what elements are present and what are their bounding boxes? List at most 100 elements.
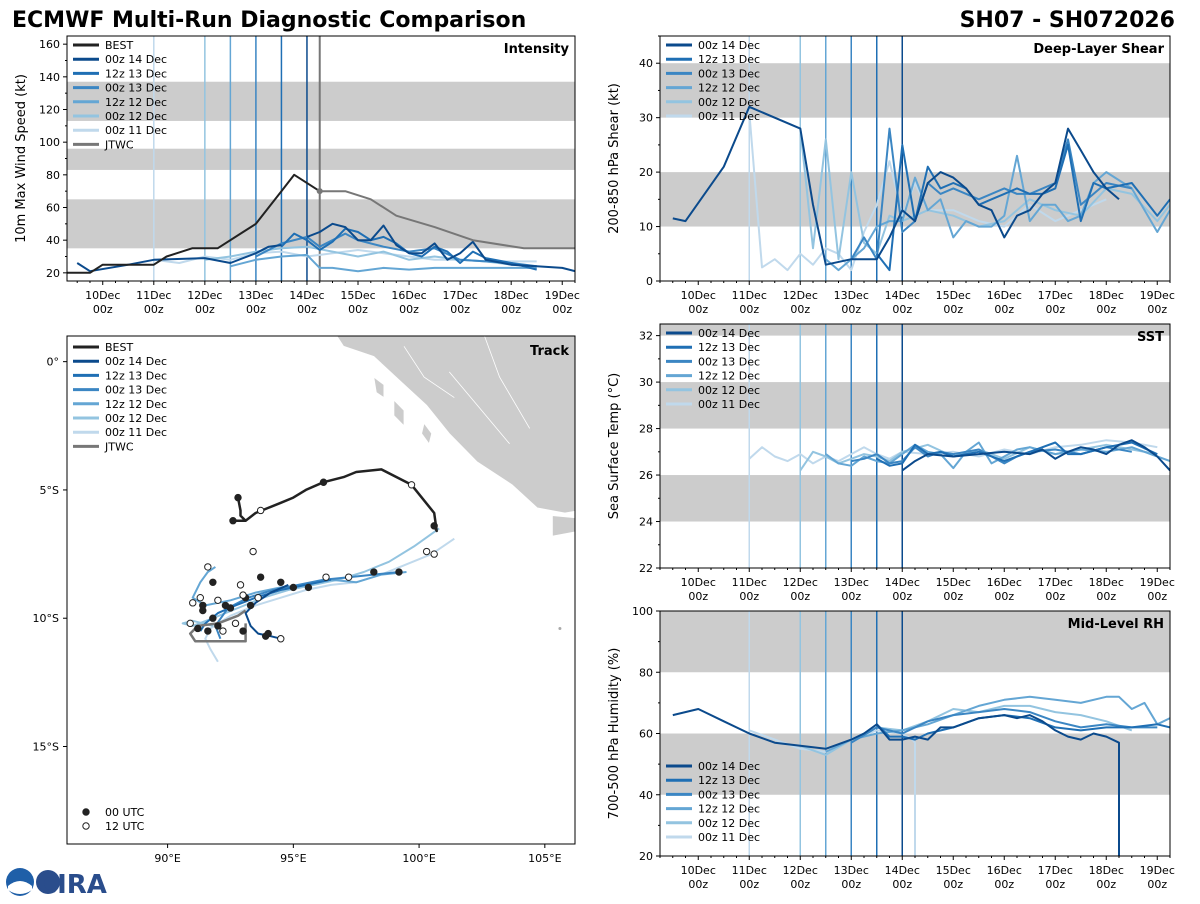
- x-tick-label: 18Dec: [1089, 576, 1124, 589]
- jtwc-start-marker: [316, 188, 323, 195]
- y-axis-label: Sea Surface Temp (°C): [607, 373, 622, 520]
- x-tick-label: 13Dec: [238, 289, 273, 302]
- legend-label: 00z 14 Dec: [698, 39, 760, 52]
- land-polygon: [393, 399, 405, 427]
- marker-12utc: [430, 550, 438, 558]
- legend-label: 00z 14 Dec: [698, 760, 760, 773]
- x-tick-label: 10Dec: [681, 864, 716, 877]
- x-tick-label: 00z: [943, 303, 963, 316]
- marker-legend-symbol: [82, 822, 90, 830]
- marker-12utc: [236, 581, 245, 589]
- x-tick-label: 11Dec: [732, 864, 767, 877]
- noaa-wave-icon: [8, 881, 32, 894]
- plot-area: [660, 611, 1170, 856]
- legend-label: JTWC: [104, 440, 134, 453]
- x-tick-label: 00z: [739, 878, 759, 891]
- x-tick-label: 00z: [841, 590, 861, 603]
- legend-label: 00z 11 Dec: [698, 398, 760, 411]
- x-tick-label: 00z: [348, 303, 368, 316]
- x-tick-label: 12Dec: [783, 576, 818, 589]
- legend-label: 00z 12 Dec: [698, 384, 760, 397]
- marker-12utc: [219, 627, 227, 635]
- x-tick-label: 14Dec: [289, 289, 324, 302]
- marker-12utc: [186, 619, 194, 628]
- x-tick-label: 11Dec: [732, 289, 767, 302]
- y-tick-label: 0: [646, 275, 653, 288]
- series-line: [230, 253, 537, 273]
- panel-title: SST: [1137, 330, 1164, 345]
- x-tick-label: 105°E: [528, 852, 561, 865]
- x-tick-label: 10Dec: [681, 576, 716, 589]
- marker-12utc: [254, 593, 262, 602]
- shaded-band: [67, 148, 575, 170]
- legend-label: 00z 11 Dec: [105, 426, 167, 439]
- legend-label: 12z 13 Dec: [105, 67, 167, 80]
- x-tick-label: 12Dec: [783, 864, 818, 877]
- legend-label: 00z 14 Dec: [698, 327, 760, 340]
- cira-globe-icon: [36, 870, 60, 894]
- marker-12utc: [407, 481, 416, 489]
- figure-title: ECMWF Multi-Run Diagnostic Comparison: [12, 8, 526, 33]
- forecast-track: [199, 578, 332, 632]
- x-tick-label: 11Dec: [136, 289, 171, 302]
- legend-label: 00z 11 Dec: [698, 831, 760, 844]
- forecast-track: [204, 537, 455, 663]
- shear-panel: 01020304010Dec00z11Dec00z12Dec00z13Dec00…: [607, 35, 1175, 316]
- plot-area: [67, 36, 575, 281]
- marker-00utc: [395, 568, 403, 576]
- jtwc-line: [319, 190, 575, 250]
- shaded-band: [67, 199, 575, 249]
- marker-12utc: [196, 593, 204, 602]
- shaded-band: [660, 63, 1170, 118]
- series-line: [672, 105, 1120, 266]
- series-line: [876, 441, 1158, 467]
- x-tick-label: 00z: [144, 303, 164, 316]
- marker-12utc: [277, 635, 285, 643]
- series-line: [672, 708, 1120, 856]
- y-tick-label: 120: [39, 104, 60, 117]
- panel-title: Deep-Layer Shear: [1033, 42, 1164, 57]
- sst-panel: 22242628303210Dec00z11Dec00z12Dec00z13De…: [607, 323, 1175, 603]
- legend-label: 00z 13 Dec: [698, 355, 760, 368]
- marker-00utc: [229, 517, 237, 525]
- marker-00utc: [209, 578, 217, 587]
- plot-area: [660, 36, 1170, 281]
- x-tick-label: 100°E: [402, 852, 435, 865]
- series-line: [850, 708, 1158, 744]
- legend-label: 00z 12 Dec: [698, 96, 760, 109]
- x-tick-label: 00z: [739, 303, 759, 316]
- marker-legend-label: 12 UTC: [105, 820, 145, 833]
- forecast-track: [214, 571, 400, 640]
- cira-wordmark: CIRA: [38, 870, 107, 900]
- x-tick-label: 00z: [1045, 303, 1065, 316]
- x-tick-label: 15Dec: [936, 289, 971, 302]
- series-line: [255, 232, 537, 268]
- legend-label: 12z 12 Dec: [698, 803, 760, 816]
- marker-legend-label: 00 UTC: [105, 806, 145, 819]
- marker-12utc: [256, 506, 265, 515]
- legend-label: 00z 14 Dec: [105, 53, 167, 66]
- legend-label: 00z 13 Dec: [698, 788, 760, 801]
- x-tick-label: 14Dec: [885, 576, 920, 589]
- x-tick-label: 00z: [841, 878, 861, 891]
- x-tick-label: 13Dec: [834, 576, 869, 589]
- legend-label: 00z 13 Dec: [105, 82, 167, 95]
- best-line: [67, 173, 321, 274]
- x-tick-label: 18Dec: [1089, 289, 1124, 302]
- marker-12utc: [204, 563, 212, 571]
- marker-12utc: [344, 573, 353, 581]
- legend-label: 00z 12 Dec: [105, 110, 167, 123]
- x-tick-label: 17Dec: [1038, 576, 1073, 589]
- plot-area: [660, 324, 1170, 568]
- storm-id: SH07 - SH072026: [960, 8, 1175, 33]
- y-tick-label: 22: [639, 562, 653, 575]
- legend-label: 12z 13 Dec: [698, 53, 760, 66]
- marker-00utc: [209, 614, 217, 622]
- marker-00utc: [277, 578, 285, 587]
- x-tick-label: 00z: [501, 303, 521, 316]
- land-polygon: [552, 515, 575, 537]
- y-tick-label: 20: [46, 267, 60, 280]
- legend-label: 12z 12 Dec: [105, 398, 167, 411]
